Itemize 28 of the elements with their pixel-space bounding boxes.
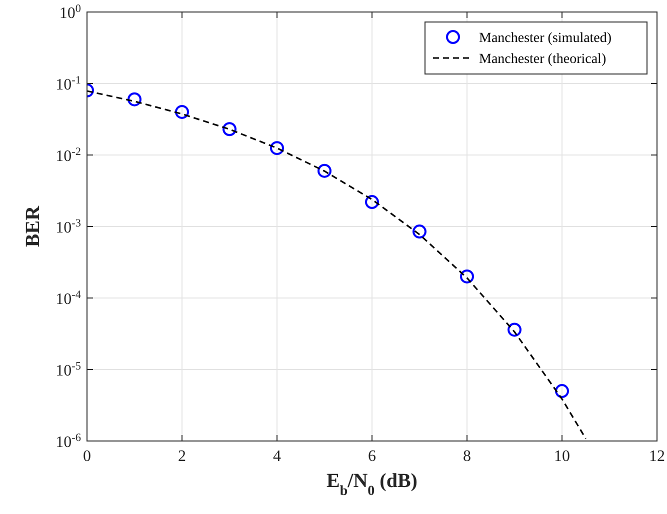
x-axis-title: E$_{b}$/N$_{0}$ (dB) [326,470,418,498]
y-tick-label: 10$^{-6}$ [56,432,82,451]
y-tick-label: 10$^{-4}$ [56,289,82,308]
y-tick-label: 10$^{-5}$ [56,360,82,380]
point [460,269,474,284]
point [508,322,522,337]
y-axis-title: BER [22,205,44,248]
x-tick-label: 8 [463,448,471,465]
point [270,141,284,156]
point [128,92,142,106]
x-tick-label: 12 [649,448,665,465]
legend-label: Manchester (theorical) [479,52,606,67]
point [175,104,189,119]
y-tick-label: 10$^{-1}$ [56,74,81,94]
y-tick-label: 10$^{0}$ [59,3,82,22]
x-tick-label: 4 [273,448,281,465]
point [365,195,379,210]
x-tick-label: 6 [368,448,376,465]
point [222,122,236,136]
x-tick-label: 0 [83,448,91,465]
legend-label: Manchester (simulated) [479,31,612,46]
y-tick-label: 10$^{-2}$ [56,146,81,165]
x-tick-label: 10 [554,448,570,465]
point [318,164,332,178]
point [412,224,426,239]
point [555,384,569,398]
y-tick-label: 10$^{-3}$ [56,218,82,236]
x-tick-label: 2 [178,448,186,465]
